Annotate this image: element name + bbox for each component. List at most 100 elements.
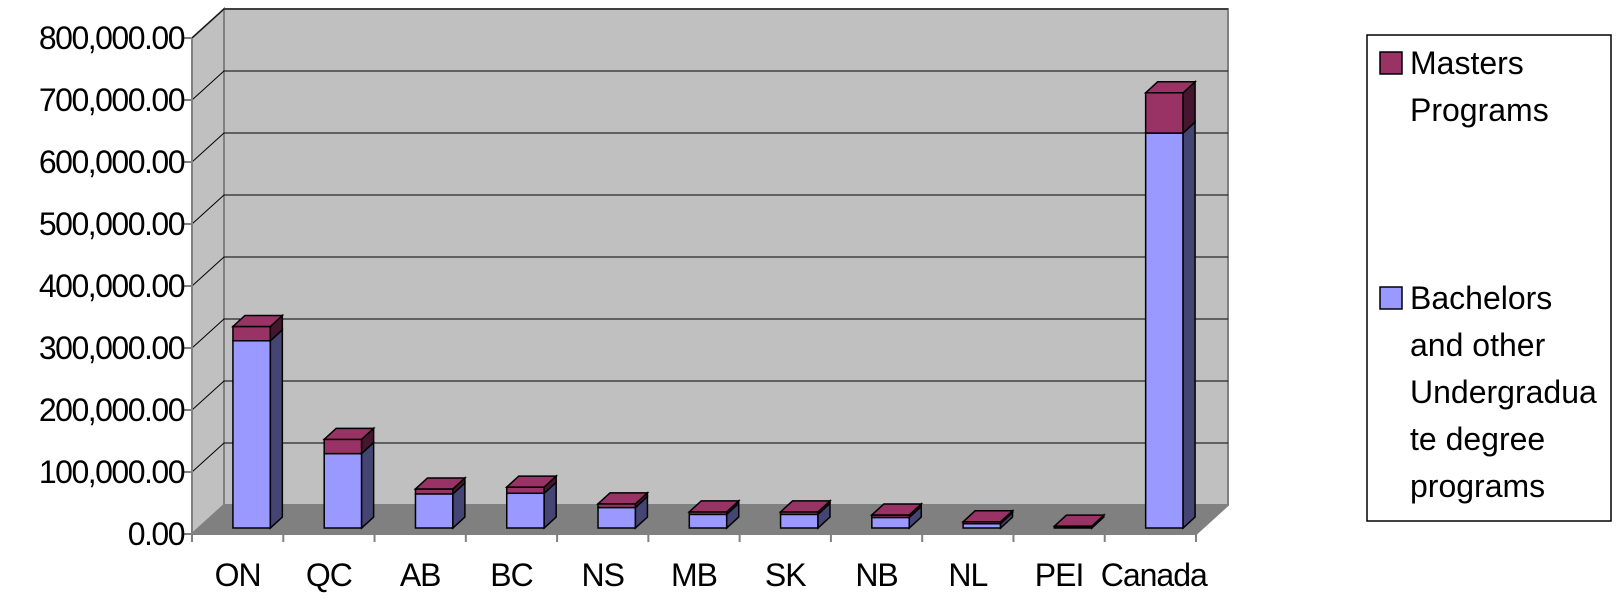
bar-group-qc [322,426,376,530]
gridline [191,8,1228,39]
gridline [191,256,1228,287]
gridline [191,380,1228,411]
bar-group-sk [778,499,832,530]
x-category-label: QC [306,557,352,593]
bar-top [869,503,924,516]
bar-segment [322,426,376,456]
gridlines [191,8,1228,473]
bar-group-bc [504,474,559,530]
y-tick-label: 200,000.00 [39,392,185,428]
y-tick-label: 700,000.00 [39,82,185,118]
bar-segment [230,313,285,343]
bar-front [1144,132,1184,529]
bar-top [1052,514,1106,527]
bar-group-nl [961,509,1015,530]
bar-group-on [230,313,285,530]
legend-label: Masters [1410,45,1524,81]
floor-edge [1195,504,1229,535]
x-category-label: PEI [1035,557,1084,593]
x-axis-category-labels: ON QC AB BC NS MB SK NB NL PEI Canada [215,557,1209,593]
bar-segment [504,474,559,495]
bar-front [871,516,911,529]
bar-segment [414,481,466,530]
y-tick-label: 100,000.00 [39,454,185,490]
bar-side [269,328,284,530]
bar-top [596,492,650,505]
bar-segment [1143,80,1198,135]
bar-side [1182,120,1196,530]
gridline [191,194,1228,225]
bar-front [779,513,819,529]
bar-front [232,325,272,342]
legend-label: Undergradua [1410,374,1597,410]
bar-segment [869,502,924,520]
legend-label: Bachelors [1410,280,1552,316]
x-category-label: SK [765,557,806,593]
bar-front [505,492,545,529]
x-category-label: ON [215,557,261,593]
y-tick-label: 0.00 [128,516,185,552]
bar-front [597,506,637,529]
bar-front [323,452,363,529]
bar-top [961,510,1015,523]
x-category-label: Canada [1101,557,1208,593]
legend-label: Programs [1410,92,1549,128]
y-tick-label: 300,000.00 [39,330,185,366]
bar-segment [232,328,284,530]
bar-group-nb [869,502,924,530]
y-tick-label: 500,000.00 [39,206,185,242]
x-category-label: NB [855,557,897,593]
bar-segment [413,476,467,496]
x-category-label: NS [582,557,624,593]
legend-label: te degree [1410,421,1545,457]
axes [184,37,1229,542]
bar-top [687,500,741,513]
gridline [191,132,1228,163]
bar-top [413,477,467,490]
x-category-label: AB [400,557,441,593]
x-category-label: BC [490,557,532,593]
bar-front [688,513,728,529]
bar-group-mb [687,499,741,530]
bar-segment [961,509,1015,526]
gridline [191,442,1228,473]
bar-top [322,427,376,441]
bar-segment [1052,513,1106,530]
bar-group-canada [1143,80,1198,530]
legend-swatch [1379,51,1403,75]
legend-swatch [1379,286,1403,310]
bars [230,80,1198,530]
bar-segment [323,440,375,530]
legend-item: Masters Programs [1379,45,1549,128]
legend: Masters Programs Bachelors and other Undergr… [1366,34,1612,522]
bar-group-ab [413,476,467,530]
legend-box [1366,34,1612,522]
bar-front [414,493,454,529]
bar-front [232,340,272,529]
y-tick-label: 600,000.00 [39,144,185,180]
bar-top [230,314,285,328]
legend-label: programs [1410,468,1545,504]
legend-item: Bachelors and other Undergradua te degree pr… [1379,280,1597,504]
y-tick-label: 400,000.00 [39,268,185,304]
bar-top [504,475,559,488]
bar-front [505,486,545,495]
bar-segment [1144,120,1196,530]
bar-top [778,500,832,513]
bar-segment [778,499,832,517]
bar-front [1144,92,1184,134]
bar-front [323,438,363,455]
bar-group-ns [596,491,650,530]
x-category-label: MB [671,557,717,593]
bar-segment [687,499,741,517]
gridline [191,318,1228,349]
bar-segment [596,491,650,510]
legend-label: and other [1410,327,1546,363]
y-tick-label: 800,000.00 [39,20,185,56]
bar-top [1143,81,1198,94]
x-category-label: NL [948,557,987,593]
bar-group-pei [1052,513,1106,530]
gridline [191,70,1228,101]
y-axis-tick-labels: 0.00 100,000.00 200,000.00 300,000.00 400,00… [39,20,186,552]
